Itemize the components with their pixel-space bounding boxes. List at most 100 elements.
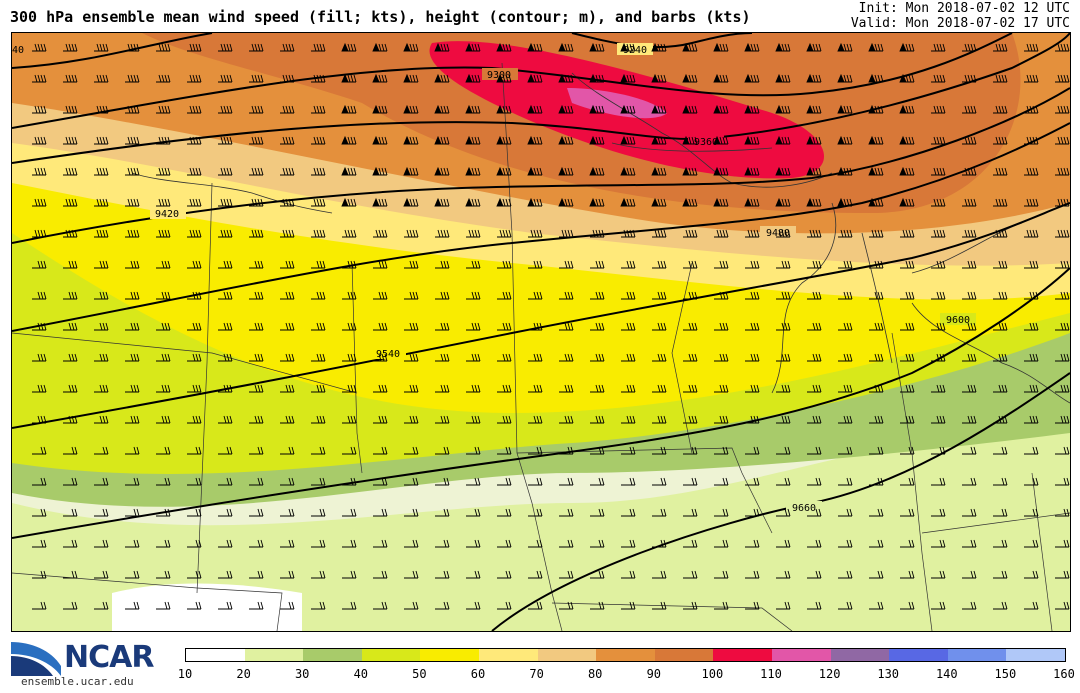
wind-barb [94, 260, 109, 269]
wind-barb [621, 384, 636, 393]
wind-barb [900, 477, 915, 486]
wind-barb [993, 477, 1008, 486]
colorbar-swatch [186, 649, 245, 661]
wind-barb [651, 166, 667, 176]
wind-barb [651, 104, 667, 114]
wind-barb [589, 73, 605, 83]
wind-barb [993, 384, 1008, 393]
wind-barb [1024, 415, 1039, 424]
wind-barb [1024, 353, 1039, 362]
wind-barb [497, 570, 512, 579]
wind-barb [311, 291, 326, 300]
wind-barb [931, 539, 946, 548]
wind-barb [1024, 570, 1039, 579]
wind-barb [341, 104, 357, 114]
wind-barb [993, 43, 1008, 52]
wind-barb [962, 260, 977, 269]
wind-barb [156, 477, 171, 486]
wind-barb [558, 104, 574, 114]
wind-barb [1055, 353, 1070, 362]
wind-barb [652, 384, 667, 393]
wind-barb [527, 135, 543, 145]
wind-barb [744, 197, 760, 207]
wind-barb [280, 43, 295, 52]
wind-barb [125, 105, 140, 114]
wind-barb [156, 322, 171, 331]
wind-barb [63, 446, 78, 455]
wind-barb [249, 539, 264, 548]
wind-barb [776, 477, 791, 486]
wind-barb [94, 353, 109, 362]
wind-barb [868, 104, 884, 114]
wind-barb [280, 198, 295, 207]
wind-barb [621, 415, 636, 424]
wind-barb [373, 260, 388, 269]
wind-barb [714, 384, 729, 393]
wind-barb [94, 136, 109, 145]
wind-barb [187, 415, 202, 424]
wind-barb [1024, 136, 1039, 145]
wind-barb [868, 73, 884, 83]
wind-barb [341, 197, 357, 207]
wind-barb [435, 477, 450, 486]
wind-barb [249, 477, 264, 486]
wind-barb [652, 291, 667, 300]
wind-barb [32, 415, 47, 424]
wind-barb [931, 291, 946, 300]
wind-barb [993, 446, 1008, 455]
wind-barb [434, 166, 450, 176]
wind-barb [807, 260, 822, 269]
wind-barb [589, 104, 605, 114]
wind-barb [465, 104, 481, 114]
wind-barb [714, 415, 729, 424]
wind-barb [435, 353, 450, 362]
wind-barb [280, 353, 295, 362]
wind-barb [94, 570, 109, 579]
wind-barb [435, 601, 450, 610]
colorbar-tick-label: 120 [818, 667, 841, 681]
wind-barb [806, 135, 822, 145]
wind-barb [342, 415, 357, 424]
wind-barb [590, 384, 605, 393]
wind-barb [869, 601, 884, 610]
wind-barb [373, 508, 388, 517]
wind-barb [404, 539, 419, 548]
wind-barb [403, 135, 419, 145]
wind-barb [218, 198, 233, 207]
wind-barb [373, 353, 388, 362]
wind-barb [125, 43, 140, 52]
wind-barb [125, 353, 140, 362]
wind-barb [931, 415, 946, 424]
wind-barb [403, 104, 419, 114]
colorbar-swatch [244, 649, 304, 661]
wind-barb [280, 446, 295, 455]
wind-barb [558, 135, 574, 145]
wind-barb [341, 166, 357, 176]
wind-barb [621, 570, 636, 579]
wind-barb [434, 73, 450, 83]
wind-barb [1024, 105, 1039, 114]
wind-barb [1055, 539, 1070, 548]
wind-barb [249, 322, 264, 331]
wind-barb [620, 42, 636, 52]
wind-barb [249, 353, 264, 362]
wind-barb [466, 415, 481, 424]
wind-barb [838, 384, 853, 393]
wind-barb [776, 291, 791, 300]
wind-barb [311, 353, 326, 362]
wind-barb [807, 322, 822, 331]
wind-barb [590, 353, 605, 362]
wind-barb [1024, 43, 1039, 52]
colorbar-swatch [420, 649, 479, 661]
colorbar-swatch [596, 649, 655, 661]
wind-barb [187, 43, 202, 52]
wind-barb [32, 136, 47, 145]
colorbar-tick-label: 110 [760, 667, 782, 681]
wind-barb [838, 477, 853, 486]
wind-barb [1055, 74, 1070, 83]
wind-barb [435, 508, 450, 517]
wind-barb [94, 74, 109, 83]
wind-barb [621, 229, 636, 238]
wind-barb [559, 384, 574, 393]
wind-barb [807, 570, 822, 579]
